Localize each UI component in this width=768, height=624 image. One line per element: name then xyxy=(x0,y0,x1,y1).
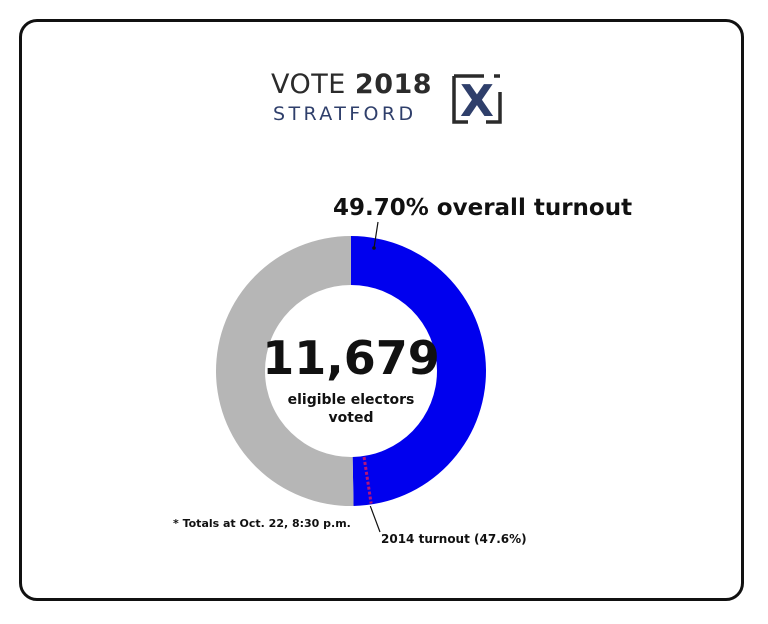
logo-title: VOTE 2018 xyxy=(271,70,432,100)
electors-voted-count: 11,679 xyxy=(262,331,440,385)
logo-vote-text: VOTE xyxy=(271,69,346,100)
reference-leader-line xyxy=(369,505,381,533)
reference-line-2014 xyxy=(362,456,373,504)
headline-leader-line xyxy=(373,221,379,249)
reference-label-2014: 2014 turnout (47.6%) xyxy=(381,532,527,546)
headline-leader-dot xyxy=(372,246,376,250)
turnout-headline: 49.70% overall turnout xyxy=(333,195,633,221)
infographic-card xyxy=(19,19,744,601)
totals-footnote: * Totals at Oct. 22, 8:30 p.m. xyxy=(173,517,351,530)
ballot-x-icon: X xyxy=(452,74,502,126)
electors-voted-label: eligible electors voted xyxy=(287,392,415,426)
logo-x-letter: X xyxy=(460,76,494,126)
slice-not-voted xyxy=(215,236,354,506)
slice-voted xyxy=(351,236,486,506)
logo-city-text: STRATFORD xyxy=(273,103,417,125)
logo-year-text: 2018 xyxy=(354,69,433,100)
vote-2018-stratford-logo: VOTE 2018 STRATFORD X xyxy=(271,70,506,130)
